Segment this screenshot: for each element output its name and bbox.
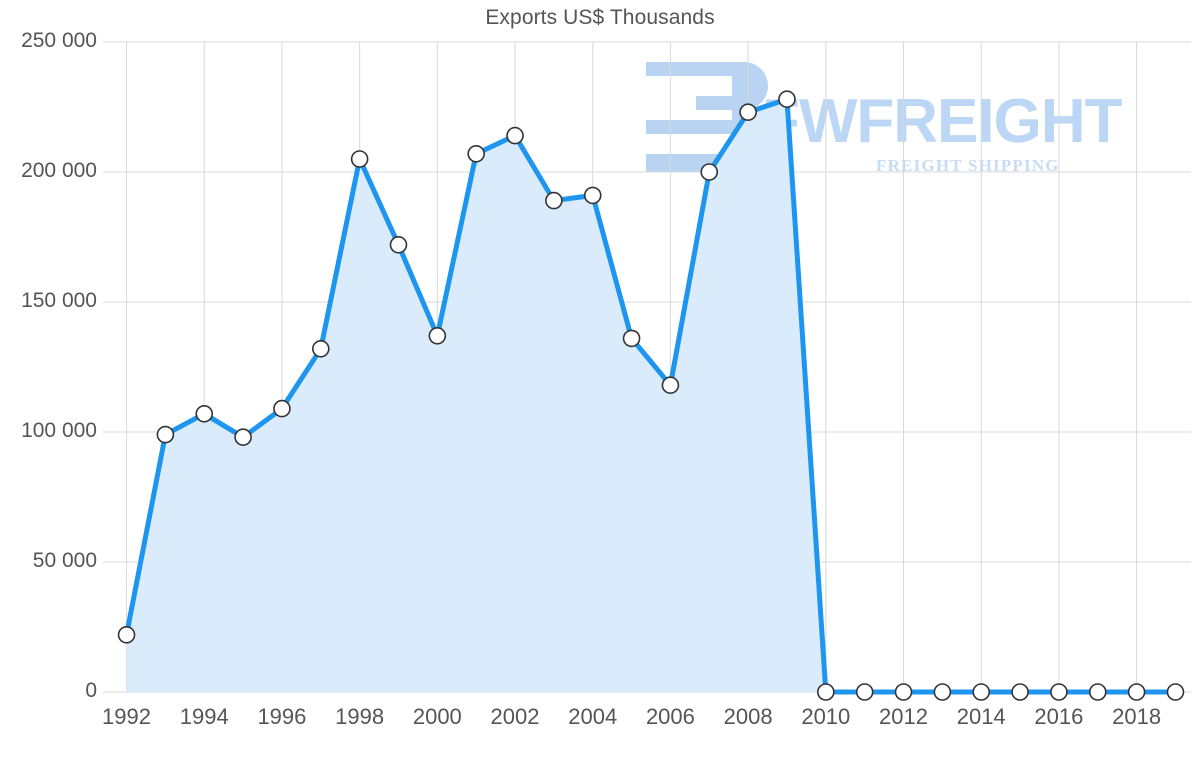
data-point-marker[interactable]	[1127, 683, 1146, 701]
y-axis-tick-label: 150 000	[21, 289, 97, 312]
x-axis-tick-label: 1998	[335, 704, 385, 729]
x-axis-tick-label: 2000	[412, 704, 462, 729]
x-axis-tick-label: 2014	[956, 704, 1006, 729]
data-point-marker[interactable]	[311, 339, 330, 358]
data-point-marker[interactable]	[583, 186, 602, 205]
data-point-marker[interactable]	[894, 683, 913, 701]
x-axis-tick-label: 2006	[645, 704, 695, 729]
data-point-marker[interactable]	[622, 329, 641, 348]
data-point-marker[interactable]	[855, 683, 874, 701]
x-axis-tick-label: 2010	[801, 704, 851, 729]
data-point-marker[interactable]	[389, 236, 408, 254]
data-point-marker[interactable]	[817, 683, 835, 701]
data-point-marker[interactable]	[545, 191, 563, 210]
y-axis-tick-label: 200 000	[21, 159, 97, 182]
data-point-marker[interactable]	[273, 399, 291, 418]
x-axis-tick-label: 2018	[1112, 704, 1162, 729]
data-point-marker[interactable]	[1050, 683, 1068, 701]
y-axis-tick-label: 250 000	[21, 29, 97, 52]
series-line	[124, 96, 1178, 695]
data-point-marker[interactable]	[156, 425, 175, 444]
x-axis-tick-label: 2016	[1034, 704, 1084, 729]
data-point-marker[interactable]	[661, 376, 680, 395]
data-point-marker[interactable]	[117, 625, 136, 644]
data-point-marker[interactable]	[1166, 683, 1185, 701]
y-axis-tick-label: 0	[85, 679, 97, 702]
data-point-marker[interactable]	[739, 103, 757, 121]
chart-title: Exports US$ Thousands	[485, 6, 715, 29]
data-point-marker[interactable]	[428, 326, 447, 345]
x-axis-tick-label: 2012	[879, 704, 928, 729]
data-point-marker[interactable]	[506, 126, 524, 145]
data-point-marker[interactable]	[195, 404, 214, 423]
data-point-marker[interactable]	[778, 90, 796, 108]
x-axis-tick-label: 1992	[102, 704, 151, 729]
data-point-marker[interactable]	[933, 683, 952, 701]
y-axis-tick-label: 50 000	[32, 549, 97, 572]
data-point-marker[interactable]	[1088, 683, 1107, 701]
x-axis-tick-label: 2008	[723, 704, 773, 729]
data-point-marker[interactable]	[234, 428, 252, 447]
area-fill	[126, 99, 1176, 692]
data-point-marker[interactable]	[350, 150, 369, 168]
x-axis-tick-label: 1994	[179, 704, 229, 729]
data-point-marker[interactable]	[1011, 683, 1029, 701]
x-axis-tick-label: 1996	[257, 704, 307, 729]
x-axis-tick-label: 2002	[490, 704, 540, 729]
data-point-marker[interactable]	[467, 145, 485, 163]
data-point-marker[interactable]	[972, 683, 991, 701]
x-axis-tick-label: 2004	[568, 704, 618, 729]
data-point-marker[interactable]	[700, 163, 719, 181]
y-axis-tick-label: 100 000	[21, 419, 97, 442]
data-point-markers	[117, 90, 1185, 701]
